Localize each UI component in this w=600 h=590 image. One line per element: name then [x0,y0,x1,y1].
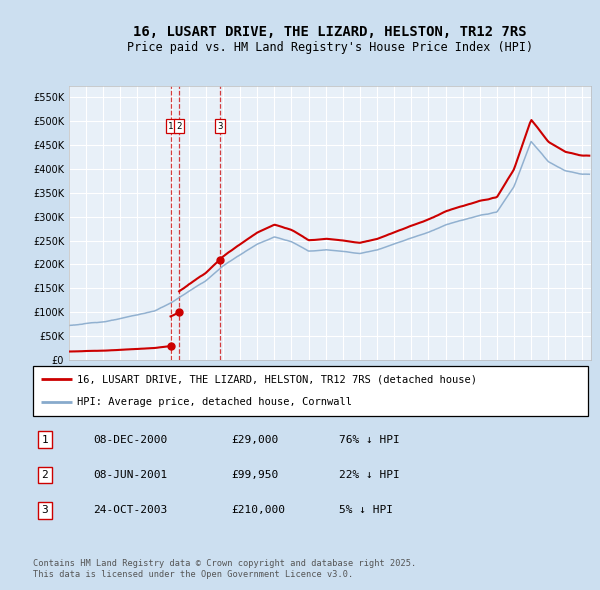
Text: £29,000: £29,000 [231,435,278,444]
Text: 1: 1 [168,122,173,130]
Text: 5% ↓ HPI: 5% ↓ HPI [339,506,393,515]
Text: 08-JUN-2001: 08-JUN-2001 [93,470,167,480]
Text: 3: 3 [217,122,223,130]
FancyBboxPatch shape [33,366,588,416]
Text: £210,000: £210,000 [231,506,285,515]
Text: Price paid vs. HM Land Registry's House Price Index (HPI): Price paid vs. HM Land Registry's House … [127,41,533,54]
Text: 24-OCT-2003: 24-OCT-2003 [93,506,167,515]
Text: 08-DEC-2000: 08-DEC-2000 [93,435,167,444]
Text: 1: 1 [41,435,49,444]
Text: 16, LUSART DRIVE, THE LIZARD, HELSTON, TR12 7RS: 16, LUSART DRIVE, THE LIZARD, HELSTON, T… [133,25,527,40]
Text: 2: 2 [41,470,49,480]
Text: 22% ↓ HPI: 22% ↓ HPI [339,470,400,480]
Text: £99,950: £99,950 [231,470,278,480]
Text: 3: 3 [41,506,49,515]
Text: 76% ↓ HPI: 76% ↓ HPI [339,435,400,444]
Text: 16, LUSART DRIVE, THE LIZARD, HELSTON, TR12 7RS (detached house): 16, LUSART DRIVE, THE LIZARD, HELSTON, T… [77,374,478,384]
Text: 2: 2 [176,122,182,130]
Text: Contains HM Land Registry data © Crown copyright and database right 2025.
This d: Contains HM Land Registry data © Crown c… [33,559,416,579]
Text: HPI: Average price, detached house, Cornwall: HPI: Average price, detached house, Corn… [77,398,352,408]
